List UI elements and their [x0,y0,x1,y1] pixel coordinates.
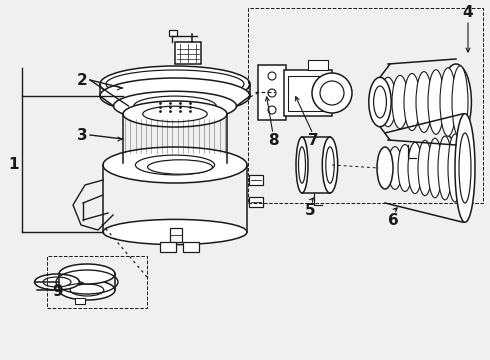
Text: 6: 6 [388,212,398,228]
Ellipse shape [418,140,432,195]
Text: 5: 5 [305,202,315,217]
Ellipse shape [404,73,420,131]
Ellipse shape [373,86,387,118]
Bar [175,42,201,64]
Ellipse shape [448,134,462,202]
Circle shape [312,73,352,113]
Ellipse shape [377,147,393,189]
Text: 3: 3 [77,127,87,143]
Ellipse shape [428,138,442,198]
Ellipse shape [106,70,244,98]
Text: 4: 4 [463,5,473,19]
Ellipse shape [398,145,412,192]
Ellipse shape [134,96,216,116]
Ellipse shape [388,147,402,189]
Ellipse shape [392,75,408,129]
Bar [170,228,182,242]
Ellipse shape [103,147,247,183]
Ellipse shape [378,149,392,187]
Ellipse shape [416,72,432,132]
Text: 9: 9 [53,284,63,300]
Ellipse shape [59,280,115,300]
Ellipse shape [322,137,338,193]
Ellipse shape [147,160,212,174]
Ellipse shape [452,66,468,138]
Ellipse shape [123,101,227,127]
Ellipse shape [438,136,452,200]
Text: 8: 8 [268,132,278,148]
Bar [258,65,286,120]
Bar [248,8,483,203]
Ellipse shape [114,91,237,121]
Circle shape [268,89,276,97]
Ellipse shape [326,147,334,183]
Ellipse shape [440,68,456,136]
Ellipse shape [380,77,396,127]
Circle shape [320,81,344,105]
Bar [249,197,263,207]
Ellipse shape [296,137,308,193]
Ellipse shape [408,143,422,194]
Text: 7: 7 [308,132,319,148]
Circle shape [268,72,276,80]
Bar [284,70,332,116]
Bar [47,256,147,308]
Ellipse shape [103,219,247,244]
Ellipse shape [123,150,227,176]
Ellipse shape [459,133,471,203]
Bar [75,298,85,304]
Bar [183,242,199,252]
Bar [308,60,328,70]
Ellipse shape [143,155,207,171]
Ellipse shape [428,70,444,134]
Ellipse shape [143,106,207,122]
Ellipse shape [100,78,250,114]
Circle shape [268,106,276,114]
Bar [288,76,326,111]
Ellipse shape [441,64,471,140]
Bar [249,175,263,185]
Bar [169,30,177,36]
Bar [160,242,176,252]
Ellipse shape [70,284,104,296]
Ellipse shape [447,77,465,127]
Ellipse shape [369,77,391,127]
Ellipse shape [43,277,71,287]
Ellipse shape [455,114,475,222]
Ellipse shape [59,264,115,284]
Text: 1: 1 [9,157,19,171]
Ellipse shape [135,155,215,175]
Ellipse shape [100,66,250,102]
Ellipse shape [298,147,305,183]
Ellipse shape [35,274,79,290]
Text: 2: 2 [76,72,87,87]
